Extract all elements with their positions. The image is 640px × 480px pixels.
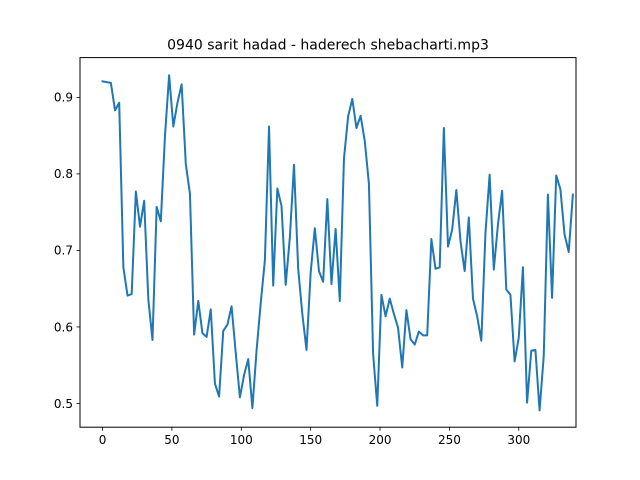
- series-line: [101, 74, 574, 412]
- y-tick-label: 0.7: [54, 244, 73, 258]
- y-tick-label: 0.5: [54, 397, 73, 411]
- x-tick-label: 0: [99, 433, 107, 447]
- x-tick-label: 300: [507, 433, 530, 447]
- x-tick-label: 250: [438, 433, 461, 447]
- y-tick-label: 0.8: [54, 167, 73, 181]
- x-tick-label: 50: [164, 433, 179, 447]
- y-tick-label: 0.6: [54, 320, 73, 334]
- x-tick-label: 100: [230, 433, 253, 447]
- x-tick-label: 150: [299, 433, 322, 447]
- plot-area: 0 50 100 150 200 250 300 0.5 0.6 0.7 0.8 0.9: [54, 74, 574, 447]
- x-tick-label: 200: [369, 433, 392, 447]
- y-tick-label: 0.9: [54, 91, 73, 105]
- axes-frame: [79, 57, 577, 428]
- chart-title: 0940 sarit hadad - haderech shebacharti.…: [167, 38, 489, 54]
